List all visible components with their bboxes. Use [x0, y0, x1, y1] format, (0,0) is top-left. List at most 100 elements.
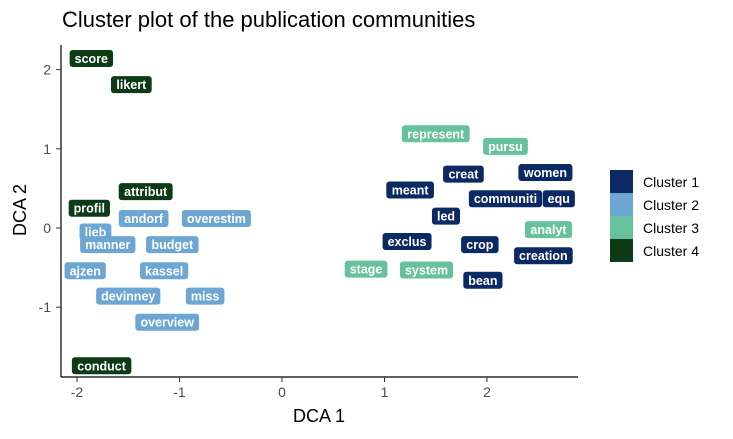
point-label: devinney	[96, 287, 161, 305]
point-label-text: bean	[468, 274, 497, 288]
point-label-text: pursu	[488, 140, 523, 154]
x-tick-label: 2	[483, 384, 491, 400]
point-label-text: lieb	[85, 225, 107, 239]
point-label: budget	[146, 236, 199, 254]
point-label: overestim	[181, 209, 251, 227]
point-label-text: meant	[392, 183, 430, 197]
legend-key	[610, 193, 633, 216]
legend-label: Cluster 3	[643, 220, 699, 236]
x-tick-label: 0	[278, 384, 286, 400]
point-label-box	[118, 183, 173, 201]
point-label-text: budget	[151, 238, 193, 252]
legend-label: Cluster 1	[643, 174, 699, 190]
point-label-box	[461, 236, 499, 254]
point-label: score	[69, 50, 114, 68]
point-label: attribut	[118, 183, 173, 201]
point-label: meant	[386, 181, 434, 199]
point-label-text: attribut	[124, 185, 168, 199]
point-label-box	[463, 271, 503, 289]
point-label: equ	[542, 190, 575, 208]
point-label-text: creation	[519, 249, 568, 263]
point-label: pursu	[483, 137, 528, 155]
point-label-box	[401, 125, 470, 143]
point-label: system	[399, 261, 454, 279]
point-label-text: conduct	[77, 359, 126, 373]
point-label-text: kassel	[145, 264, 183, 278]
point-label: crop	[461, 236, 499, 254]
x-axis-title: DCA 1	[293, 406, 345, 426]
point-label-box	[518, 164, 573, 182]
y-tick-label: -1	[39, 299, 52, 315]
point-label-box	[110, 76, 152, 94]
point-label-box	[68, 199, 110, 217]
point-label-box	[525, 221, 572, 239]
point-label-text: crop	[466, 238, 493, 252]
point-label: exclus	[382, 232, 432, 250]
point-label-box	[185, 287, 225, 305]
point-label-box	[344, 260, 388, 278]
point-label-text: stage	[350, 263, 383, 277]
point-label-text: andorf	[124, 212, 164, 226]
point-label-text: exclus	[388, 235, 427, 249]
point-label-box	[514, 247, 573, 265]
y-tick-label: 2	[43, 62, 51, 78]
point-label-box	[96, 287, 161, 305]
point-label-box	[386, 181, 434, 199]
point-label: analyt	[525, 221, 572, 239]
chart-title: Cluster plot of the publication communit…	[62, 7, 475, 32]
point-label-text: likert	[116, 78, 147, 92]
legend-label: Cluster 2	[643, 197, 699, 213]
legend-label: Cluster 4	[643, 243, 699, 259]
point-label: creat	[443, 165, 484, 183]
point-label-box	[135, 313, 200, 331]
x-tick-label: -2	[71, 384, 84, 400]
point-label-box	[80, 236, 136, 254]
point-label-text: equ	[548, 192, 570, 206]
point-label: represent	[401, 125, 470, 143]
point-label-box	[146, 236, 199, 254]
point-label: likert	[110, 76, 152, 94]
point-label-text: devinney	[101, 290, 155, 304]
y-tick-label: 0	[43, 220, 51, 236]
point-label-text: overview	[140, 316, 194, 330]
point-label: women	[518, 164, 573, 182]
point-label: ajzen	[64, 262, 106, 280]
point-label-box	[399, 261, 454, 279]
point-label-text: miss	[191, 290, 220, 304]
point-label: kassel	[140, 262, 189, 280]
point-label-text: score	[75, 52, 108, 66]
point-label: communiti	[468, 190, 543, 208]
point-label-box	[542, 190, 575, 208]
point-label-box	[71, 357, 132, 375]
point-label: miss	[185, 287, 225, 305]
legend: Cluster 1 Cluster 2 Cluster 3 Cluster 4	[610, 170, 699, 262]
point-label-box	[181, 209, 251, 227]
point-label-box	[443, 165, 484, 183]
point-label: profil	[68, 199, 110, 217]
point-label: andorf	[118, 209, 169, 227]
point-label-text: women	[523, 166, 567, 180]
point-label-text: communiti	[474, 192, 537, 206]
point-label-box	[69, 50, 114, 68]
point-label-text: analyt	[530, 223, 567, 237]
legend-key	[610, 170, 633, 193]
point-label-box	[468, 190, 543, 208]
point-label: conduct	[71, 357, 132, 375]
point-label: stage	[344, 260, 388, 278]
point-label-text: system	[405, 263, 448, 277]
point-label: bean	[463, 271, 503, 289]
point-label: manner	[80, 236, 136, 254]
point-label: creation	[514, 247, 573, 265]
point-label-box	[431, 207, 461, 225]
point-label-text: manner	[85, 238, 130, 252]
point-label-text: overestim	[187, 212, 246, 226]
legend-key	[610, 216, 633, 239]
point-label-text: creat	[448, 168, 479, 182]
point-label-text: ajzen	[70, 264, 101, 278]
point-label-box	[64, 262, 106, 280]
point-label-box	[483, 137, 528, 155]
legend-key	[610, 239, 633, 262]
point-label: overview	[135, 313, 200, 331]
point-label-box	[140, 262, 189, 280]
point-label-text: represent	[407, 127, 465, 141]
